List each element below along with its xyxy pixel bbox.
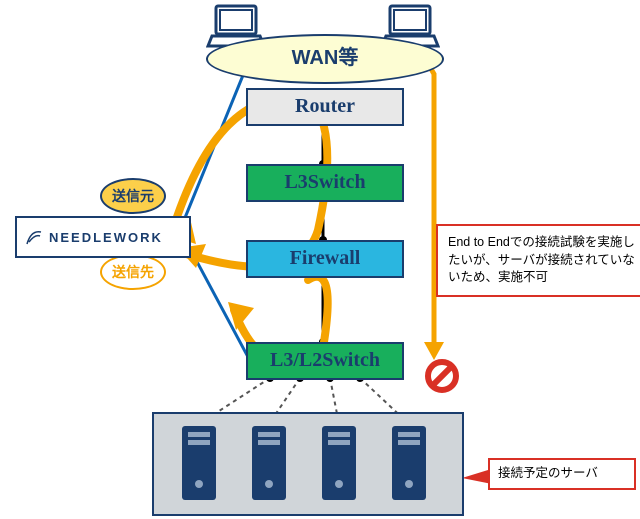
node-router: Router (246, 88, 404, 126)
node-l3l2switch: L3/L2Switch (246, 342, 404, 380)
server-icon (390, 424, 428, 502)
callout-text: End to Endでの接続試験を実施したいが、サーバが接続されていないため、実… (448, 235, 635, 284)
wan-label: WAN等 (292, 47, 359, 69)
node-label: Router (295, 95, 355, 117)
node-l3switch: L3Switch (246, 164, 404, 202)
wan-ellipse: WAN等 (206, 34, 444, 84)
node-label: Firewall (290, 247, 361, 269)
node-label: L3/L2Switch (270, 349, 380, 371)
callout-bottom: 接続予定のサーバ (488, 458, 636, 490)
server-icon (320, 424, 358, 502)
orange-loop (172, 98, 328, 368)
pill-source: 送信元 (100, 178, 166, 214)
diagram-canvas: WAN等 Router L3Switch Firewall L3/L2Switc… (0, 0, 640, 519)
orange-arrow-down (418, 46, 444, 360)
pill-label: 送信先 (112, 264, 154, 280)
callout-right: End to Endでの接続試験を実施したいが、サーバが接続されていないため、実… (436, 224, 640, 297)
no-sign-icon (424, 358, 460, 394)
needlework-icon (25, 228, 43, 246)
server-icon (250, 424, 288, 502)
server-icon (180, 424, 218, 502)
node-firewall: Firewall (246, 240, 404, 278)
pill-destination: 送信先 (100, 254, 166, 290)
needlework-box: NEEDLEWORK (15, 216, 191, 258)
callout-text: 接続予定のサーバ (498, 466, 598, 480)
needlework-label: NEEDLEWORK (49, 230, 163, 245)
node-label: L3Switch (284, 171, 365, 193)
pill-label: 送信元 (112, 188, 154, 204)
